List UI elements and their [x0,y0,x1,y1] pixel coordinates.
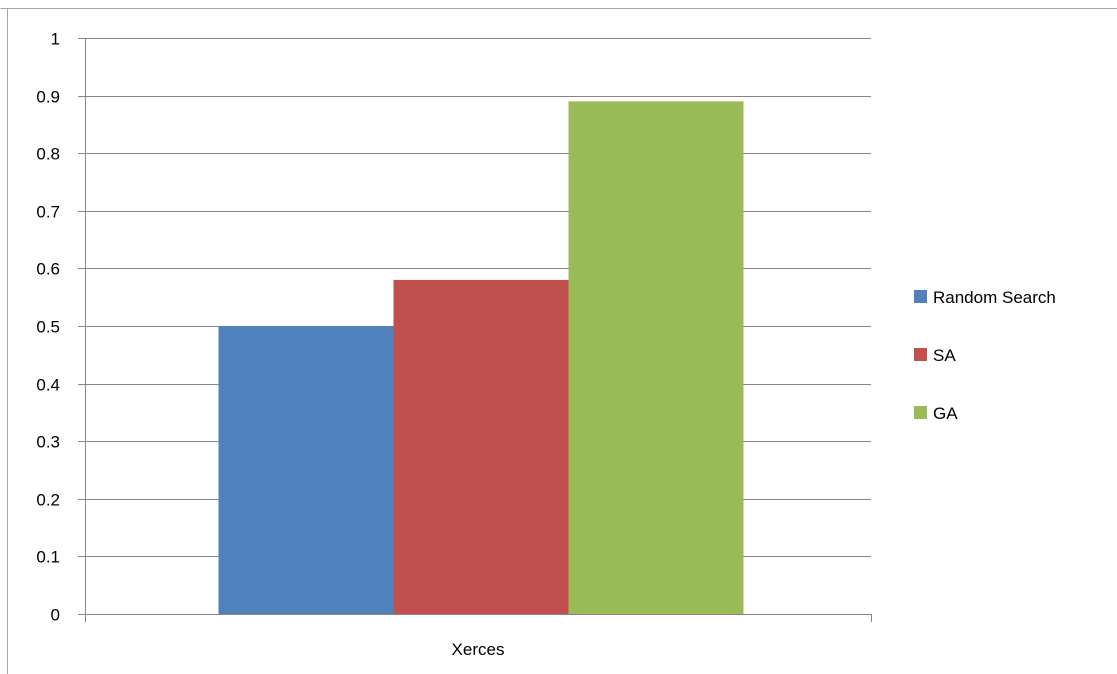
x-axis-category-labels: Xerces [452,640,505,659]
y-tick-label-6: 0.6 [36,260,60,279]
axes [78,38,872,622]
y-tick-label-1: 0.1 [36,548,60,567]
legend-label-random-search: Random Search [933,288,1056,307]
bar-random-search [218,326,394,614]
y-tick-label-0: 0 [51,606,60,625]
legend: Random Search SA GA [914,288,1056,423]
y-tick-label-4: 0.4 [36,376,60,395]
y-tick-label-9: 0.9 [36,88,60,107]
y-tick-label-8: 0.8 [36,145,60,164]
y-tick-label-2: 0.2 [36,491,60,510]
legend-swatch-ga [914,406,927,419]
bar-ga [568,101,744,615]
bar-sa [393,279,569,614]
y-tick-label-5: 0.5 [36,318,60,337]
y-tick-label-7: 0.7 [36,203,60,222]
bars [218,101,744,615]
legend-label-ga: GA [933,404,958,423]
x-category-label-0: Xerces [452,640,505,659]
y-tick-label-3: 0.3 [36,433,60,452]
y-tick-label-10: 1 [51,30,60,49]
legend-swatch-sa [914,348,927,361]
y-axis-tick-labels: 0 0.1 0.2 0.3 0.4 0.5 0.6 0.7 0.8 0.9 1 [36,30,60,625]
legend-label-sa: SA [933,346,956,365]
legend-swatch-random-search [914,290,927,303]
